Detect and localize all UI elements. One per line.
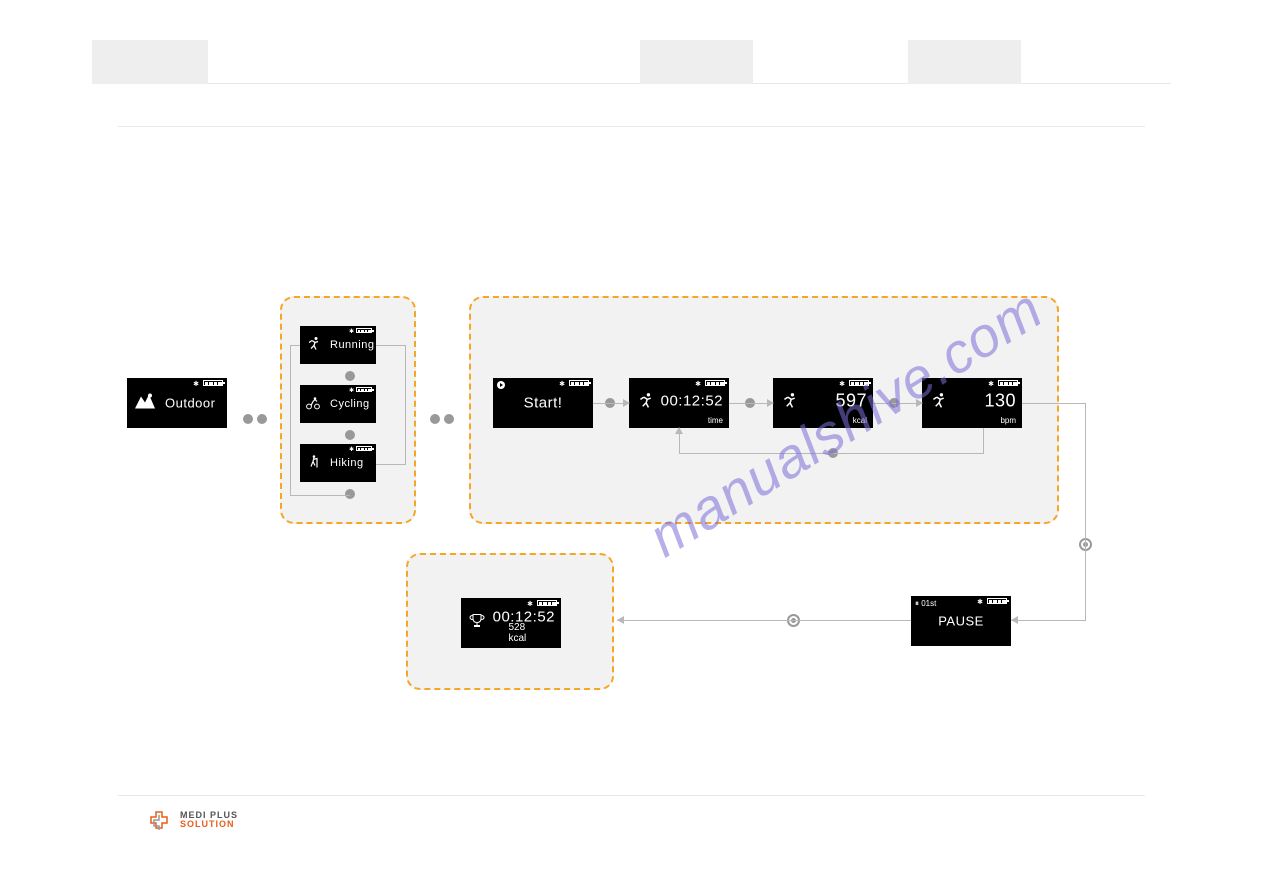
runner-icon [781, 393, 797, 414]
battery-icon [356, 328, 372, 333]
battery-icon [569, 380, 589, 386]
screen-pause: ✱ ⏸ 01st PAUSE [911, 596, 1011, 646]
screen-bpm: ✱ 130 bpm [922, 378, 1022, 428]
arrow-icon [1011, 616, 1018, 624]
arrow-icon [617, 616, 624, 624]
connector-dots [430, 414, 454, 424]
kcal-value: 597 [835, 390, 867, 411]
battery-icon [705, 380, 725, 386]
battery-icon [537, 600, 557, 606]
screen-label: Outdoor [165, 396, 215, 411]
arrow-icon [675, 427, 683, 434]
trophy-icon [469, 613, 485, 634]
screen-outdoor: ✱ Outdoor [127, 378, 227, 428]
result-kcal: 528 kcal [509, 622, 544, 644]
battery-icon [203, 380, 223, 386]
pause-top-left: ⏸ 01st [915, 599, 936, 609]
play-icon [497, 381, 505, 391]
flow-line [290, 495, 350, 496]
screen-label: PAUSE [938, 614, 984, 629]
screen-start: ✱ Start! [493, 378, 593, 428]
runner-icon [930, 393, 946, 414]
flow-line [405, 345, 406, 465]
flow-line [376, 464, 406, 465]
screen-label: Cycling [330, 398, 370, 410]
bluetooth-icon: ✱ [839, 380, 845, 388]
bluetooth-icon: ✱ [695, 380, 701, 388]
company-logo: MEDI PLUS SOLUTION [148, 810, 238, 830]
screen-label: Start! [524, 395, 563, 412]
flow-line [873, 403, 922, 404]
flow-diagram: ✱ Outdoor ✱ Running ✱ Cycling ✱ Hiking ✱ [0, 0, 1263, 893]
bluetooth-icon: ✱ [527, 600, 533, 608]
bluetooth-icon: ✱ [349, 446, 354, 453]
bluetooth-icon: ✱ [349, 387, 354, 394]
bluetooth-icon: ✱ [193, 380, 199, 388]
arrow-icon [916, 399, 923, 407]
bluetooth-icon: ✱ [349, 328, 354, 335]
flow-line [1085, 403, 1086, 621]
battery-icon [356, 446, 372, 451]
screen-cycling: ✱ Cycling [300, 385, 376, 423]
flow-line [1022, 403, 1086, 404]
battery-icon [849, 380, 869, 386]
screen-time: ✱ 00:12:52 time [629, 378, 729, 428]
flow-line [376, 345, 406, 346]
flow-line [617, 620, 911, 621]
screen-label: Running [330, 339, 374, 351]
battery-icon [356, 387, 372, 392]
bluetooth-icon: ✱ [977, 598, 983, 606]
flow-line [1011, 620, 1086, 621]
flow-line [290, 345, 300, 346]
connector-dots [243, 414, 267, 424]
bpm-value: 130 [984, 390, 1016, 411]
bottom-divider [118, 795, 1145, 796]
flow-line [983, 428, 984, 454]
cyclist-icon [306, 396, 320, 413]
time-unit: time [708, 416, 723, 425]
mountain-icon [135, 393, 155, 414]
runner-icon [637, 393, 653, 414]
connector-dot [345, 371, 355, 381]
screen-hiking: ✱ Hiking [300, 444, 376, 482]
connector-dot [345, 430, 355, 440]
bluetooth-icon: ✱ [988, 380, 994, 388]
screen-kcal: ✱ 597 kcal [773, 378, 873, 428]
battery-icon [998, 380, 1018, 386]
time-value: 00:12:52 [661, 392, 723, 409]
battery-icon [987, 598, 1007, 604]
flow-line [290, 345, 291, 495]
connector-dot [345, 489, 355, 499]
screen-running: ✱ Running [300, 326, 376, 364]
screen-result: ✱ 00:12:52 528 kcal [461, 598, 561, 648]
runner-icon [306, 337, 320, 354]
hiker-icon [306, 455, 320, 472]
logo-mark-icon [148, 810, 174, 830]
arrow-icon [623, 399, 630, 407]
arrow-icon [767, 399, 774, 407]
logo-text: MEDI PLUS SOLUTION [180, 811, 238, 829]
bpm-unit: bpm [1000, 416, 1016, 425]
screen-label: Hiking [330, 457, 364, 469]
kcal-unit: kcal [853, 416, 867, 425]
bluetooth-icon: ✱ [559, 380, 565, 388]
logo-line-2: SOLUTION [180, 820, 238, 829]
flow-line [679, 453, 984, 454]
